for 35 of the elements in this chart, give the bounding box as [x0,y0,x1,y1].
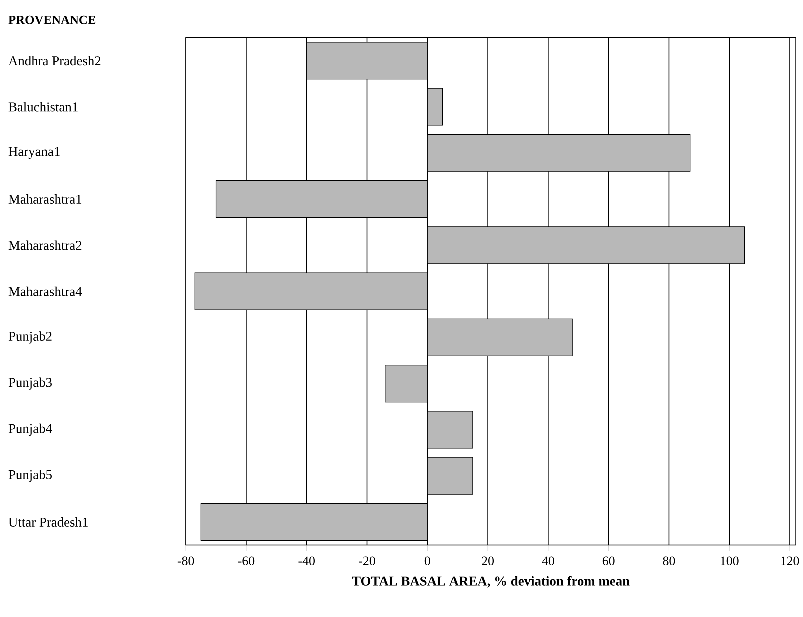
bar [427,88,444,126]
x-tick-label: 100 [721,556,739,566]
x-tick-label: 120 [781,556,800,566]
y-tick-label: Punjab4 [8,424,52,436]
bar [427,226,746,264]
x-tick-label: 0 [424,556,430,566]
x-tick-label: 20 [482,556,494,566]
bar [427,411,474,449]
x-tick-label: -80 [178,556,194,566]
bar [427,457,474,495]
bar [427,318,573,356]
y-tick-label: Punjab5 [8,470,52,482]
y-tick-label: Maharashtra4 [8,286,82,296]
y-tick-label: Haryana1 [8,147,60,160]
y-tick-label: Punjab2 [8,332,52,344]
x-tick-label: 40 [542,556,554,566]
y-tick-label: Andhra Pradesh2 [8,56,101,66]
x-tick-label: -40 [298,556,315,566]
y-tick-label: Uttar Pradesh1 [8,518,88,527]
y-tick-label: Maharashtra2 [8,240,82,250]
bar [306,42,428,80]
y-axis-title: PROVENANCE [8,16,96,24]
bar [194,272,428,310]
bar [385,365,428,403]
x-axis-title: TOTAL BASAL AREA, % deviation from mean [352,576,630,588]
x-tick-label: -20 [359,556,376,566]
bar [200,503,428,542]
y-tick-label: Maharashtra1 [8,194,82,204]
x-tick-label: -60 [238,556,255,566]
y-tick-label: Baluchistan1 [8,102,78,112]
y-tick-label: Punjab3 [8,378,52,390]
bar [216,180,428,218]
x-tick-label: 60 [602,556,615,566]
x-tick-label: 80 [663,556,676,566]
bar [427,134,691,172]
